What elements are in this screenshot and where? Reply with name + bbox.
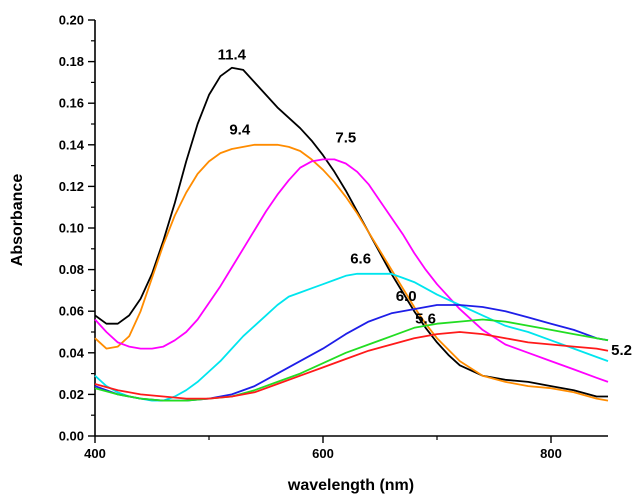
series-line-5-6	[94, 318, 609, 402]
series-label-5-6: 5.6	[415, 311, 436, 328]
axes	[94, 20, 608, 437]
x-tick-label: 400	[84, 446, 106, 461]
series-label-11-4: 11.4	[218, 47, 247, 64]
x-axis-label: wavelength (nm)	[287, 477, 414, 494]
x-axis-ticks: 400 600 800	[84, 436, 562, 461]
series-label-6-0: 6.0	[396, 288, 417, 305]
y-tick-label: 0.20	[59, 13, 84, 28]
series-line-7-5	[94, 158, 609, 383]
series-label-5-2: 5.2	[611, 342, 632, 359]
y-tick-label: 0.00	[59, 429, 84, 444]
series-labels: 11.4 9.4 7.5 6.6 6.0 5.6 5.2	[218, 47, 632, 359]
y-tick-label: 0.10	[59, 221, 84, 236]
y-tick-label: 0.02	[59, 387, 84, 402]
y-axis-ticks: 0.00 0.02 0.04 0.06 0.08 0.10 0.12 0.14 0.16 0.18…	[59, 13, 95, 444]
series-label-6-6: 6.6	[350, 250, 371, 267]
y-tick-label: 0.08	[59, 262, 84, 277]
series-label-9-4: 9.4	[229, 121, 251, 138]
series-line-9-4	[94, 143, 609, 402]
series-label-7-5: 7.5	[335, 130, 356, 147]
y-tick-label: 0.12	[59, 179, 84, 194]
series-line-6-6	[94, 272, 609, 402]
y-tick-label: 0.18	[59, 54, 84, 69]
x-tick-label: 600	[312, 446, 334, 461]
series-line-5-2	[94, 331, 609, 400]
series-line-11-4	[94, 66, 608, 398]
y-axis-label: Absorbance	[9, 174, 26, 267]
y-tick-label: 0.06	[59, 304, 84, 319]
y-tick-label: 0.16	[59, 96, 84, 111]
series-lines	[94, 66, 609, 402]
x-tick-label: 800	[540, 446, 562, 461]
y-tick-label: 0.14	[59, 137, 85, 152]
y-tick-label: 0.04	[59, 345, 85, 360]
